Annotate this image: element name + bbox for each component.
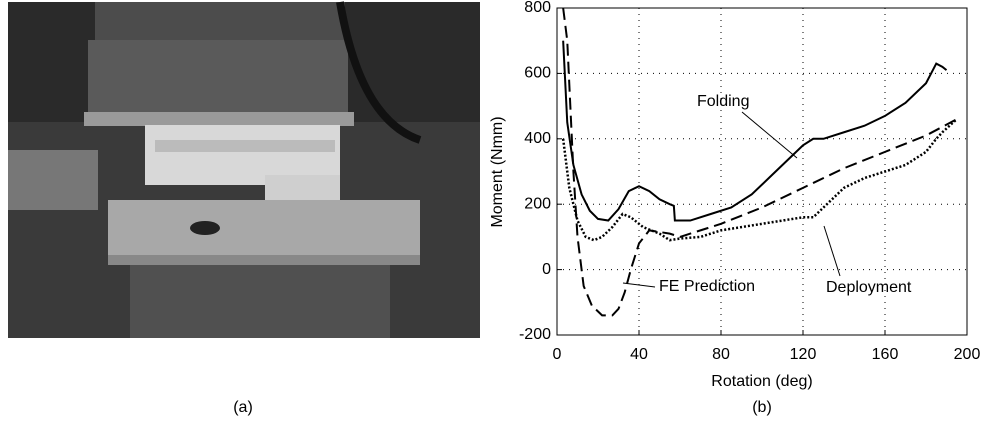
annotation: Folding bbox=[697, 93, 749, 110]
x-tick-label: 200 bbox=[954, 346, 981, 363]
y-tick-label: 800 bbox=[524, 0, 551, 16]
x-axis-label: Rotation (deg) bbox=[711, 373, 812, 390]
x-tick-label: 40 bbox=[630, 346, 648, 363]
y-tick-label: 0 bbox=[542, 261, 551, 278]
caption: (a) bbox=[233, 399, 253, 416]
y-tick-label: -200 bbox=[519, 326, 551, 343]
x-tick-label: 0 bbox=[553, 346, 562, 363]
series-line bbox=[562, 7, 958, 317]
leader-line bbox=[823, 225, 841, 277]
caption: (b) bbox=[752, 399, 772, 416]
x-tick-label: 80 bbox=[712, 346, 730, 363]
plot-area bbox=[557, 8, 967, 335]
y-tick-label: 200 bbox=[524, 195, 551, 212]
plot-frame bbox=[556, 7, 968, 336]
x-tick-label: 160 bbox=[872, 346, 899, 363]
annotation: Deployment bbox=[826, 279, 912, 296]
leader-line bbox=[741, 111, 798, 159]
annotation: FE Prediction bbox=[659, 278, 755, 295]
series-line bbox=[561, 118, 958, 242]
series-line bbox=[562, 40, 948, 222]
y-tick-label: 400 bbox=[524, 130, 551, 147]
x-tick-label: 120 bbox=[790, 346, 817, 363]
y-tick-label: 600 bbox=[524, 65, 551, 82]
leader-line bbox=[622, 282, 656, 288]
y-axis-label: Moment (Nmm) bbox=[489, 116, 506, 227]
photo bbox=[8, 1, 480, 338]
